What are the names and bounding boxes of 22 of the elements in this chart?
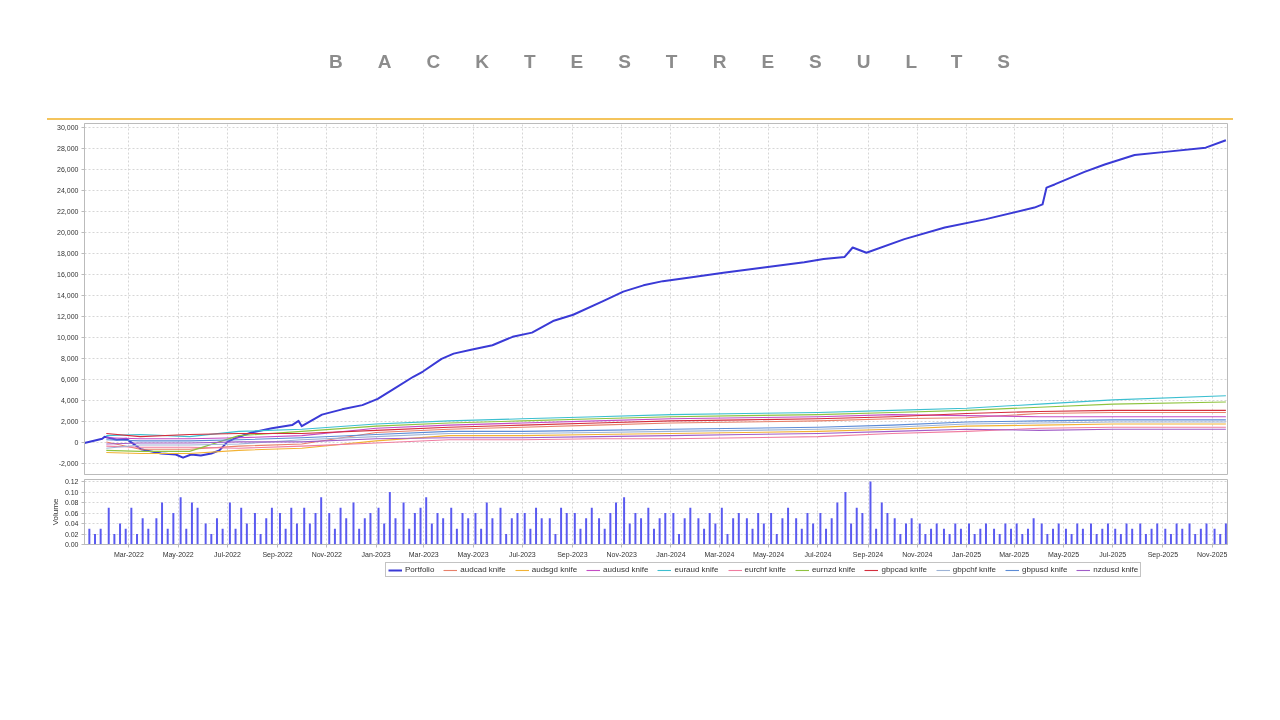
line-series bbox=[105, 401, 1227, 452]
legend-label: gbpchf knife bbox=[952, 565, 996, 574]
legend-label: euraud knife bbox=[674, 565, 719, 574]
line-series bbox=[105, 419, 1227, 442]
legend-label: audsgd knife bbox=[531, 565, 578, 574]
legend-label: Portfolio bbox=[405, 565, 435, 574]
line-series bbox=[105, 411, 1227, 450]
line-series bbox=[105, 423, 1227, 455]
legend-label: nzdusd knife bbox=[1093, 565, 1139, 574]
chart-title: BACKTEST RESULTS bbox=[328, 50, 1045, 74]
legend-label: audusd knife bbox=[603, 565, 649, 574]
legend-label: gbpcad knife bbox=[881, 565, 927, 574]
legend-label: audcad knife bbox=[460, 565, 506, 574]
y-axis-title: Volume bbox=[50, 498, 60, 526]
line-series bbox=[105, 409, 1227, 438]
legend-label: eurnzd knife bbox=[811, 565, 856, 574]
legend-label: eurchf knife bbox=[744, 565, 786, 574]
legend-label: gbpusd knife bbox=[1021, 565, 1068, 574]
line-series bbox=[84, 139, 1227, 459]
line-series bbox=[105, 421, 1227, 449]
line-series bbox=[105, 395, 1227, 438]
line-series bbox=[105, 414, 1227, 440]
